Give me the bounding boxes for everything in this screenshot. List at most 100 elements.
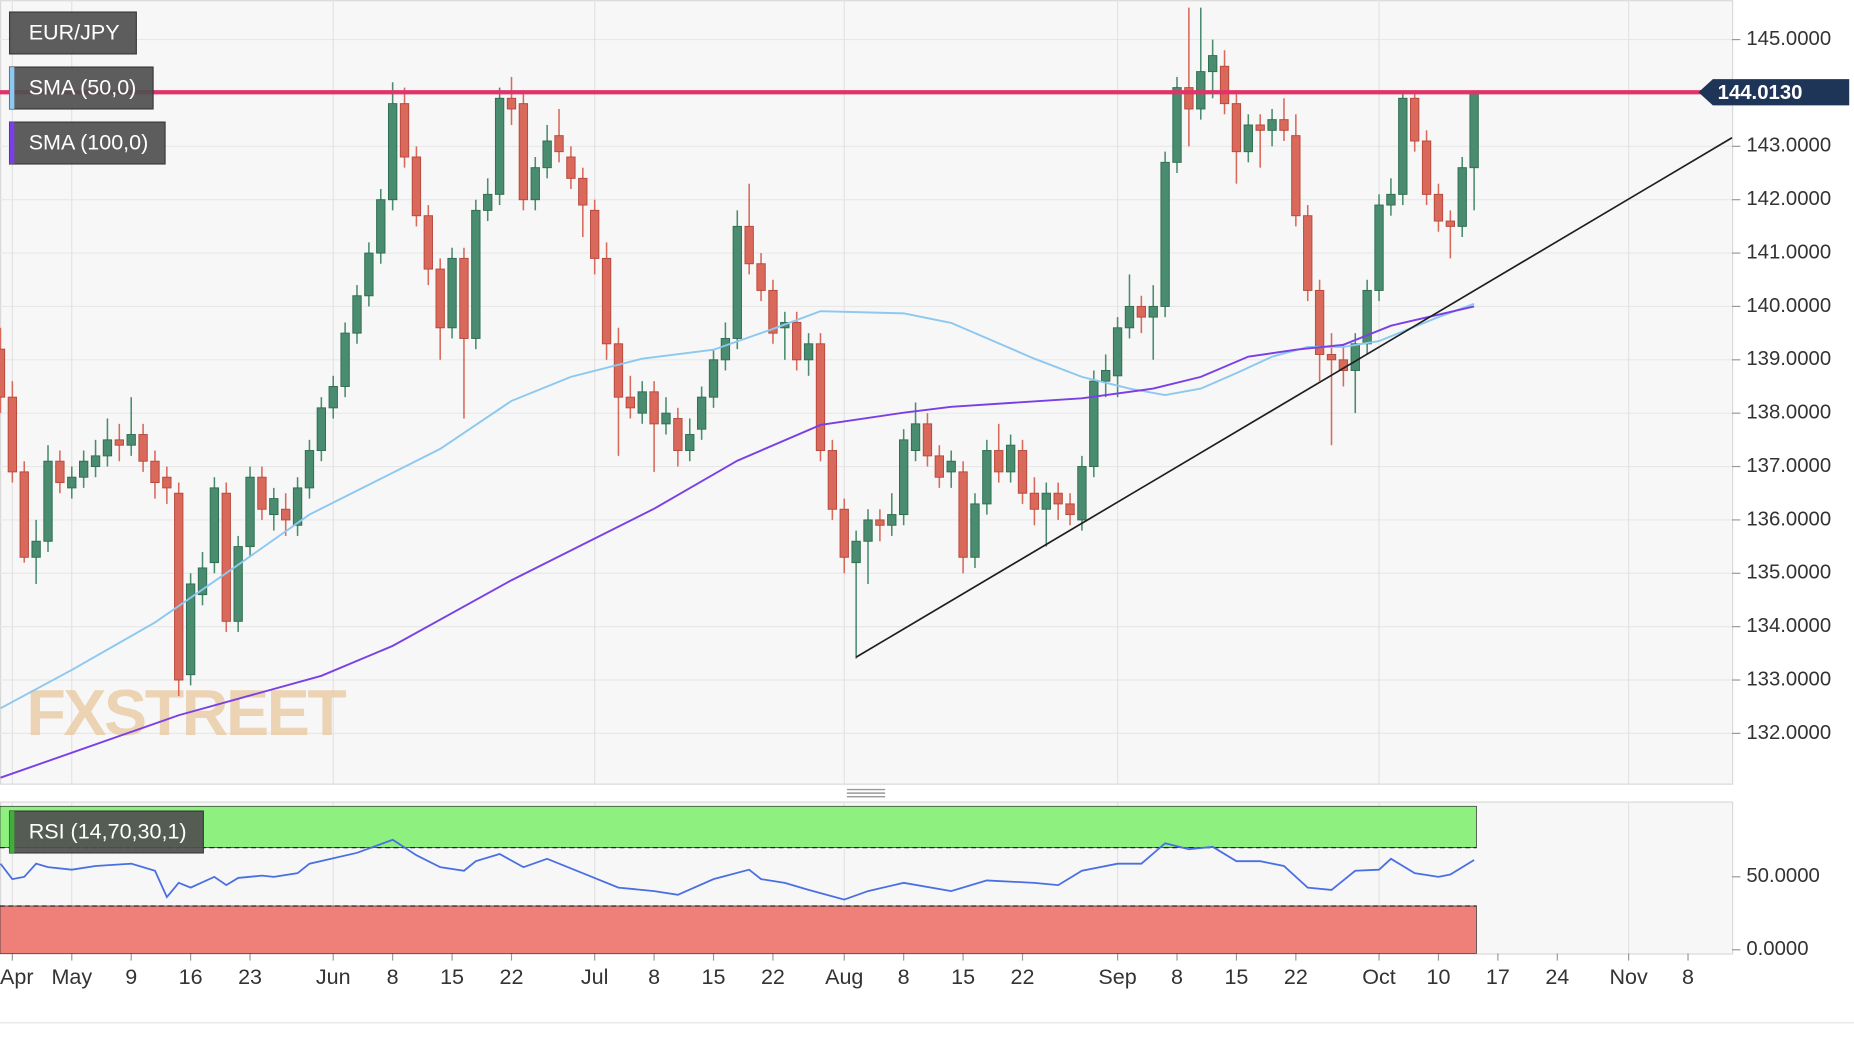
candle-body	[1469, 92, 1479, 169]
candle-body	[150, 460, 160, 484]
candle-body	[899, 439, 909, 516]
candle-body	[376, 199, 386, 254]
x-tick-label: 17	[1486, 965, 1510, 989]
candle-body	[494, 97, 505, 195]
candle-body	[863, 519, 873, 542]
legend-symbol-box	[8, 11, 137, 55]
candle-body	[590, 209, 600, 259]
x-tick-label: Sep	[1098, 965, 1136, 989]
candle-body	[625, 396, 635, 409]
candle-body	[958, 471, 968, 558]
candle-body	[304, 450, 315, 489]
rsi-line	[0, 838, 1475, 901]
candle-body	[328, 386, 338, 409]
candle-body	[1398, 97, 1408, 195]
candle-body	[851, 540, 861, 564]
y-tick-label: 134.0000	[1746, 615, 1831, 637]
candle-body	[910, 423, 921, 452]
candle-body	[1231, 103, 1242, 153]
legend-rsi-label: RSI (14,70,30,1)	[29, 819, 187, 843]
candle-body	[578, 177, 588, 206]
y-tick-label: 143.0000	[1746, 135, 1831, 157]
x-tick-label: 16	[179, 965, 203, 989]
candle-body	[530, 167, 540, 201]
x-tick-label: Nov	[1609, 965, 1648, 989]
candle-body	[19, 471, 29, 558]
candle-body	[1410, 97, 1420, 142]
legend-sma100-swatch	[9, 122, 15, 164]
candle-body	[31, 540, 41, 558]
candle-body	[922, 423, 933, 457]
candle-body	[506, 97, 517, 110]
candle-body	[1172, 87, 1182, 163]
candle-body	[803, 343, 814, 361]
y-tick-label: 145.0000	[1746, 28, 1831, 50]
candle-body	[1219, 65, 1230, 105]
candle-body	[1350, 343, 1360, 371]
candle-body	[102, 439, 113, 457]
sma-line	[0, 305, 1475, 779]
candle-body	[281, 508, 291, 521]
candle-body	[162, 476, 172, 489]
candle-body	[55, 460, 65, 484]
candle-body	[1386, 193, 1396, 206]
candle-body	[352, 295, 362, 334]
x-tick-label: 24	[1545, 965, 1569, 989]
candle-body	[209, 487, 220, 564]
candle-body	[946, 460, 956, 473]
price-panel	[0, 0, 1734, 785]
candle-body	[601, 257, 612, 345]
legend-sma50-label: SMA (50,0)	[29, 75, 137, 99]
candle-body	[934, 455, 944, 478]
candle-body	[221, 492, 231, 622]
candle-body	[174, 492, 184, 681]
candle-body	[1053, 492, 1063, 505]
x-tick-label: 15	[440, 965, 464, 989]
candle-body	[518, 103, 529, 201]
candle-body	[1303, 215, 1313, 291]
panel-resize-handle[interactable]	[846, 788, 886, 798]
rsi-overbought-zone	[0, 805, 1477, 848]
candle-body	[257, 476, 267, 510]
x-tick-label: 9	[125, 965, 137, 989]
candle-body	[566, 156, 576, 179]
x-tick-label: 8	[1682, 965, 1694, 989]
candle-body	[1029, 492, 1040, 510]
y-tick-label: 136.0000	[1746, 508, 1831, 530]
legend-sma100-label: SMA (100,0)	[29, 130, 149, 154]
y-tick-label: 142.0000	[1746, 188, 1831, 210]
candle-body	[245, 476, 255, 548]
candle-body	[197, 567, 208, 596]
candle-body	[483, 193, 493, 211]
y-tick-label: 137.0000	[1746, 455, 1831, 477]
x-tick-label: 8	[387, 965, 399, 989]
candle-body	[768, 289, 778, 334]
x-tick-label: 22	[1284, 965, 1308, 989]
y-tick-label: 132.0000	[1746, 722, 1831, 744]
candle-body	[126, 434, 136, 446]
candle-body	[982, 450, 992, 505]
candle-body	[233, 546, 243, 622]
legend-sma50-box	[8, 66, 154, 110]
candle-body	[732, 225, 742, 339]
candle-body	[1184, 87, 1194, 110]
candle-body	[185, 583, 196, 676]
x-tick-label: 8	[648, 965, 660, 989]
x-tick-label: 10	[1426, 965, 1450, 989]
legend-rsi-box	[8, 810, 204, 854]
candle-body	[7, 396, 18, 473]
x-tick-label: Jul	[581, 965, 609, 989]
candle-body	[1445, 220, 1456, 227]
candle-body	[1065, 503, 1075, 516]
candle-body	[1291, 135, 1301, 217]
candle-body	[471, 209, 481, 339]
candle-body	[1041, 492, 1051, 510]
candle-body	[316, 407, 327, 452]
candle-body	[1017, 450, 1028, 494]
candle-body	[708, 359, 719, 398]
candle-body	[0, 348, 6, 398]
price-tag	[1698, 79, 1850, 106]
candle-body	[720, 337, 731, 361]
